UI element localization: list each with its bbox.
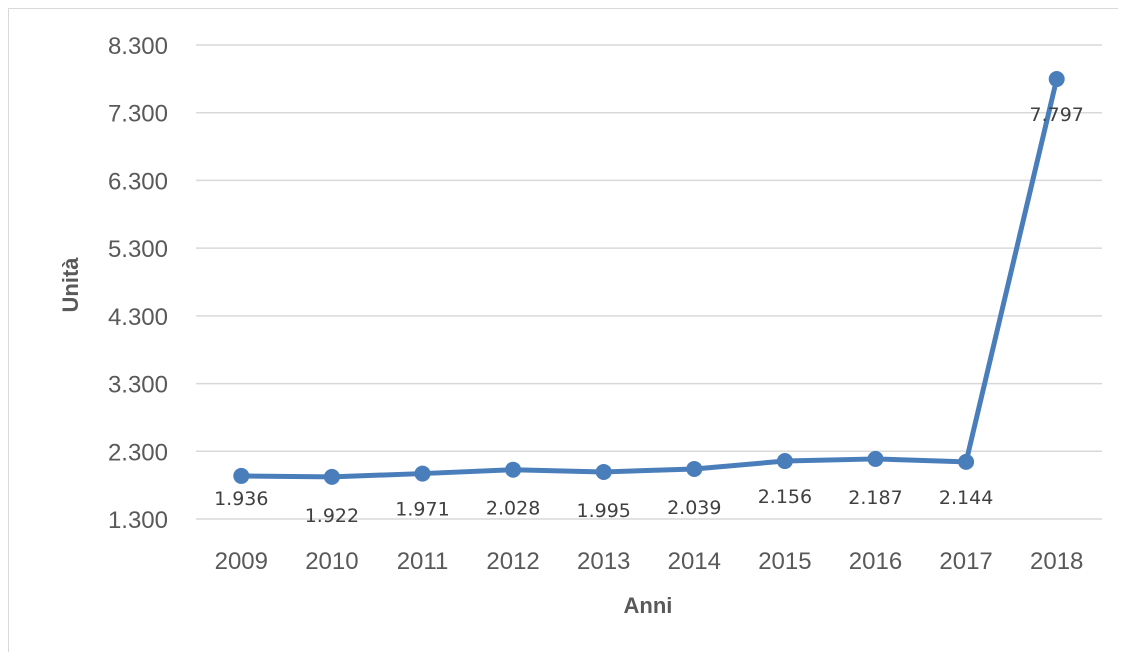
data-point-2018 xyxy=(1048,71,1065,88)
x-tick-label-2012: 2012 xyxy=(486,548,539,575)
x-tick-label-2017: 2017 xyxy=(939,548,992,575)
data-point-2012 xyxy=(505,461,522,478)
y-tick-label-4: 5.300 xyxy=(108,236,168,263)
data-label-2016: 2.187 xyxy=(848,487,902,509)
y-axis-title: Unità xyxy=(58,257,83,313)
x-tick-label-2014: 2014 xyxy=(668,548,721,575)
x-tick-label-2013: 2013 xyxy=(577,548,630,575)
y-tick-label-0: 1.300 xyxy=(108,507,168,534)
y-tick-label-5: 6.300 xyxy=(108,168,168,195)
y-tick-label-3: 4.300 xyxy=(108,304,168,331)
x-tick-label-2016: 2016 xyxy=(849,548,902,575)
y-tick-label-1: 2.300 xyxy=(108,439,168,466)
x-axis-title: Anni xyxy=(624,593,673,618)
data-point-2009 xyxy=(233,467,250,484)
data-label-2013: 1.995 xyxy=(576,500,630,522)
data-label-2014: 2.039 xyxy=(667,497,721,519)
y-tick-label-2: 3.300 xyxy=(108,372,168,399)
y-axis-tick-labels: 1.300 2.300 3.300 4.300 5.300 6.300 7.300 8.300 xyxy=(108,33,168,534)
data-label-2010: 1.922 xyxy=(305,505,359,527)
gridlines xyxy=(196,44,1102,520)
data-point-2011 xyxy=(414,465,431,482)
data-point-2017 xyxy=(958,453,975,470)
series-line xyxy=(238,76,1060,480)
x-tick-label-2018: 2018 xyxy=(1030,548,1083,575)
data-point-2014 xyxy=(686,460,703,477)
data-point-2015 xyxy=(776,453,793,470)
x-tick-label-2010: 2010 xyxy=(305,548,358,575)
data-point-2013 xyxy=(595,463,612,480)
data-label-2011: 1.971 xyxy=(395,499,449,521)
data-label-2015: 2.156 xyxy=(758,486,812,508)
data-label-2009: 1.936 xyxy=(214,488,268,510)
x-axis-tick-labels: 2009 2010 2011 2012 2013 2014 2015 2016 2017 2018 xyxy=(215,548,1084,575)
data-point-2010 xyxy=(323,468,340,485)
x-tick-label-2015: 2015 xyxy=(758,548,811,575)
chart-frame xyxy=(8,8,1118,652)
data-labels: 1.936 1.922 1.971 2.028 1.995 2.039 2.156 2.187… xyxy=(214,104,1084,527)
data-point-2016 xyxy=(867,450,884,467)
y-tick-label-7: 8.300 xyxy=(108,33,168,60)
x-tick-label-2009: 2009 xyxy=(215,548,268,575)
x-tick-label-2011: 2011 xyxy=(397,548,449,575)
data-label-2018: 7.797 xyxy=(1029,104,1083,126)
y-tick-label-6: 7.300 xyxy=(108,101,168,128)
series-line-group xyxy=(233,71,1065,485)
data-label-2017: 2.144 xyxy=(939,487,993,509)
data-label-2012: 2.028 xyxy=(486,498,540,520)
